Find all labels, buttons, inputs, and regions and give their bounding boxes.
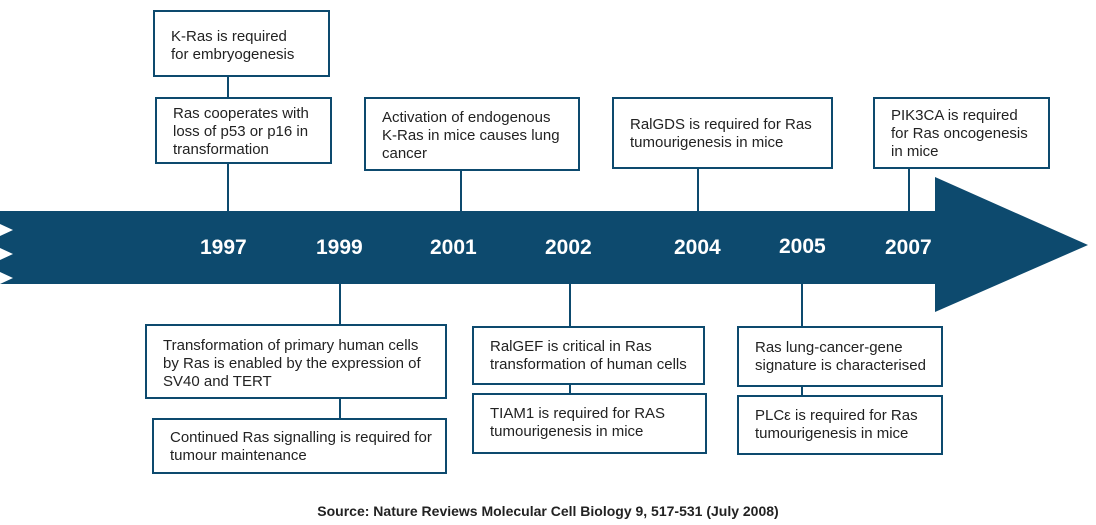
event-text: Ras cooperates with loss of p53 or p16 i…	[173, 105, 309, 158]
event-text: PIK3CA is required for Ras oncogenesis i…	[891, 107, 1028, 160]
year-label: 2002	[545, 236, 592, 259]
year-label: 1997	[200, 236, 247, 259]
event-box-continued-signalling: Continued Ras signalling is required for…	[152, 418, 447, 474]
event-box-ras-p53-p16: Ras cooperates with loss of p53 or p16 i…	[155, 97, 332, 164]
event-box-ralgef: RalGEF is critical in Ras transformation…	[472, 326, 705, 385]
event-box-kras-embryogenesis: K-Ras is required for embryogenesis	[153, 10, 330, 77]
event-text: Transformation of primary human cells by…	[163, 337, 421, 390]
event-text: K-Ras is required for embryogenesis	[171, 28, 295, 63]
event-text: RalGEF is critical in Ras transformation…	[490, 338, 687, 373]
event-box-pik3ca: PIK3CA is required for Ras oncogenesis i…	[873, 97, 1050, 169]
event-box-primary-human-cells: Transformation of primary human cells by…	[145, 324, 447, 399]
event-box-endogenous-kras: Activation of endogenous K-Ras in mice c…	[364, 97, 580, 171]
event-text: RalGDS is required for Ras tumourigenesi…	[630, 116, 812, 151]
connector-lines	[227, 76, 910, 419]
year-label: 1999	[316, 236, 363, 259]
source-caption: Source: Nature Reviews Molecular Cell Bi…	[317, 503, 779, 519]
event-box-plce: PLCε is required for Ras tumourigenesis …	[737, 395, 943, 455]
year-label: 2007	[885, 236, 932, 259]
event-text: TIAM1 is required for RAS tumourigenesis…	[490, 405, 666, 440]
event-text: Activation of endogenous K-Ras in mice c…	[382, 109, 560, 162]
year-label: 2001	[430, 236, 477, 259]
event-text: Ras lung-cancer-gene signature is charac…	[755, 339, 926, 374]
event-box-lung-signature: Ras lung-cancer-gene signature is charac…	[737, 326, 943, 387]
event-box-tiam1: TIAM1 is required for RAS tumourigenesis…	[472, 393, 707, 454]
year-label: 2005	[779, 235, 826, 258]
event-text: PLCε is required for Ras tumourigenesis …	[755, 407, 918, 442]
event-box-ralgds: RalGDS is required for Ras tumourigenesi…	[612, 97, 833, 169]
year-label: 2004	[674, 236, 721, 259]
event-text: Continued Ras signalling is required for…	[170, 429, 432, 464]
timeline-arrow	[0, 177, 1088, 312]
